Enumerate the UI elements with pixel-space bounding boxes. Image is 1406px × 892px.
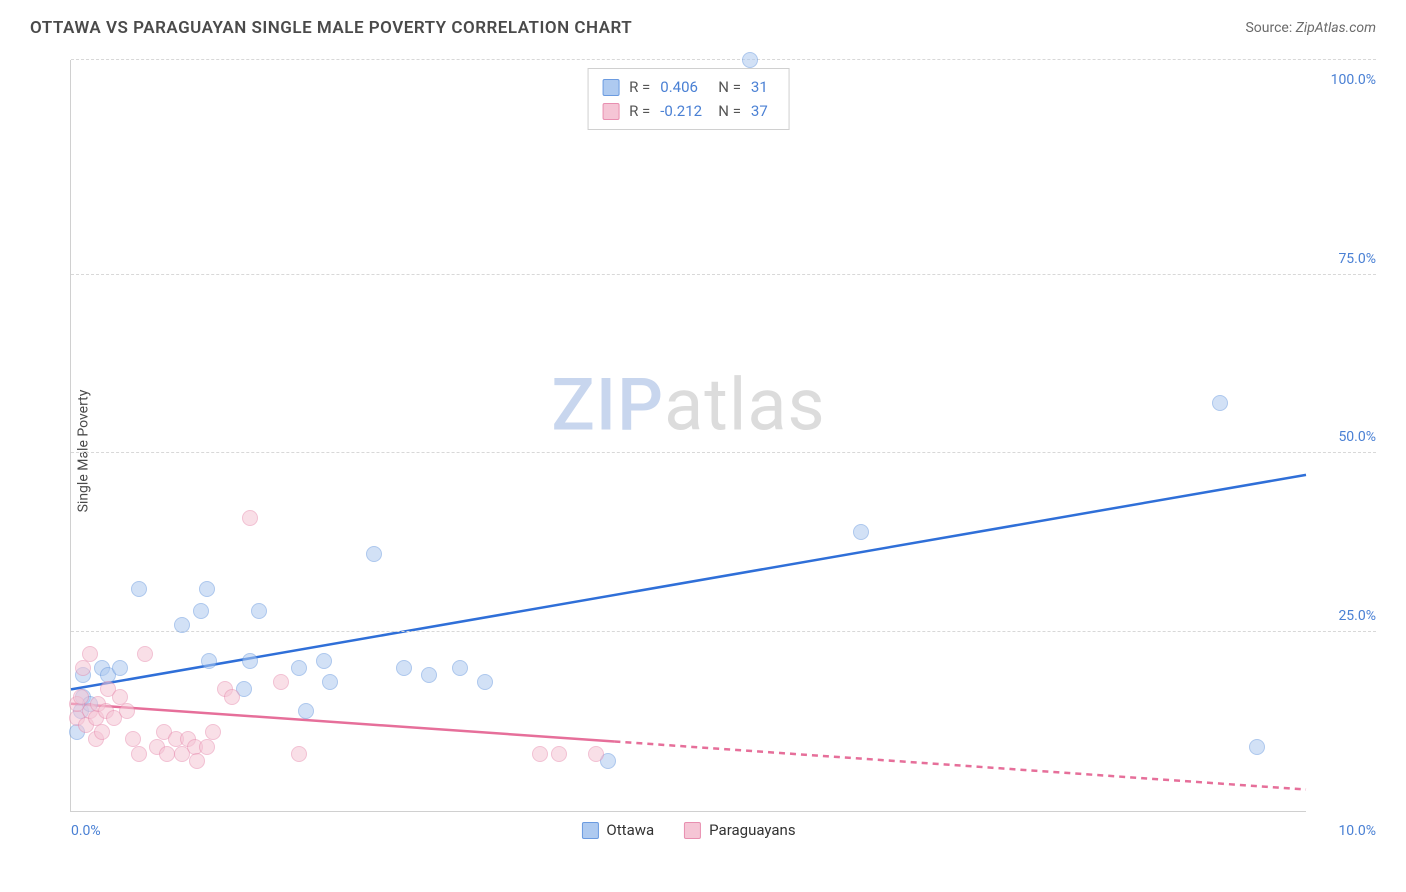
scatter-point (242, 510, 258, 526)
y-tick-label: 75.0% (1316, 251, 1376, 267)
y-tick-label: 100.0% (1316, 72, 1376, 88)
scatter-point (174, 617, 190, 633)
scatter-point (742, 52, 758, 68)
gridline (71, 452, 1376, 453)
x-tick-max: 10.0% (1338, 823, 1376, 839)
scatter-point (94, 724, 110, 740)
plot-area: ZIPatlas R = 0.406 N = 31 R = -0.212 N =… (70, 60, 1306, 812)
scatter-point (189, 753, 205, 769)
scatter-point (532, 746, 548, 762)
legend-item-paraguayans: Paraguayans (684, 821, 795, 839)
n-label: N = (718, 75, 741, 99)
scatter-point (199, 739, 215, 755)
stats-row-ottawa: R = 0.406 N = 31 (602, 75, 775, 99)
legend-swatch-paraguayans (684, 822, 701, 839)
trend-lines (71, 60, 1306, 811)
scatter-point (551, 746, 567, 762)
legend-label-ottawa: Ottawa (606, 821, 654, 839)
r-label: R = (629, 99, 650, 123)
gridline (71, 631, 1376, 632)
scatter-point (1249, 739, 1265, 755)
gridline (71, 59, 1376, 60)
scatter-point (452, 660, 468, 676)
scatter-point (421, 667, 437, 683)
scatter-point (273, 674, 289, 690)
scatter-point (82, 646, 98, 662)
scatter-point (298, 703, 314, 719)
n-value-ottawa: 31 (751, 75, 775, 99)
scatter-point (112, 660, 128, 676)
stats-row-paraguayans: R = -0.212 N = 37 (602, 99, 775, 123)
source-label: Source: (1245, 20, 1292, 36)
scatter-point (366, 546, 382, 562)
r-label: R = (629, 75, 650, 99)
scatter-point (396, 660, 412, 676)
legend-item-ottawa: Ottawa (581, 821, 654, 839)
scatter-point (224, 689, 240, 705)
scatter-point (291, 660, 307, 676)
r-value-paraguayans: -0.212 (660, 99, 708, 123)
bottom-legend: Ottawa Paraguayans (581, 821, 795, 839)
scatter-point (316, 653, 332, 669)
scatter-point (131, 581, 147, 597)
scatter-point (588, 746, 604, 762)
scatter-point (205, 724, 221, 740)
scatter-point (199, 581, 215, 597)
source-value: ZipAtlas.com (1296, 20, 1376, 36)
y-tick-label: 25.0% (1316, 608, 1376, 624)
scatter-point (251, 603, 267, 619)
scatter-point (322, 674, 338, 690)
scatter-point (201, 653, 217, 669)
scatter-point (193, 603, 209, 619)
scatter-point (119, 703, 135, 719)
scatter-point (75, 660, 91, 676)
gridline (71, 274, 1376, 275)
stats-legend: R = 0.406 N = 31 R = -0.212 N = 37 (587, 68, 790, 130)
scatter-point (291, 746, 307, 762)
scatter-point (131, 746, 147, 762)
scatter-point (1212, 395, 1228, 411)
x-tick-min: 0.0% (71, 823, 101, 839)
swatch-ottawa (602, 79, 619, 96)
watermark: ZIPatlas (551, 363, 825, 448)
scatter-point (477, 674, 493, 690)
chart-source: Source: ZipAtlas.com (1245, 20, 1376, 36)
watermark-atlas: atlas (664, 363, 826, 448)
chart-container: Single Male Poverty ZIPatlas R = 0.406 N… (50, 60, 1306, 842)
r-value-ottawa: 0.406 (660, 75, 708, 99)
chart-title: OTTAWA VS PARAGUAYAN SINGLE MALE POVERTY… (30, 18, 632, 38)
scatter-point (137, 646, 153, 662)
legend-label-paraguayans: Paraguayans (709, 821, 795, 839)
n-label: N = (718, 99, 741, 123)
legend-swatch-ottawa (581, 822, 598, 839)
scatter-point (242, 653, 258, 669)
scatter-point (853, 524, 869, 540)
swatch-paraguayans (602, 103, 619, 120)
n-value-paraguayans: 37 (751, 99, 775, 123)
scatter-point (159, 746, 175, 762)
watermark-zip: ZIP (551, 363, 664, 448)
y-tick-label: 50.0% (1316, 429, 1376, 445)
